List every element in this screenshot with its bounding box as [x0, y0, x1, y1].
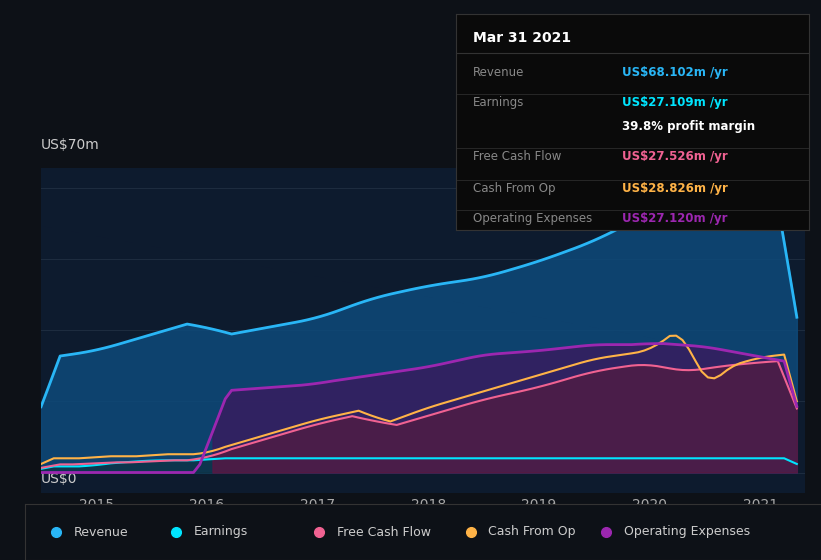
Text: 39.8% profit margin: 39.8% profit margin — [621, 120, 754, 133]
Text: US$27.526m /yr: US$27.526m /yr — [621, 150, 727, 163]
Text: Mar 31 2021: Mar 31 2021 — [474, 31, 571, 45]
Text: Cash From Op: Cash From Op — [488, 525, 576, 539]
Text: US$27.109m /yr: US$27.109m /yr — [621, 96, 727, 109]
Text: Cash From Op: Cash From Op — [474, 182, 556, 195]
Text: Revenue: Revenue — [74, 525, 129, 539]
Text: US$27.120m /yr: US$27.120m /yr — [621, 212, 727, 225]
Text: US$70m: US$70m — [41, 138, 100, 152]
Text: Earnings: Earnings — [194, 525, 248, 539]
Text: Free Cash Flow: Free Cash Flow — [474, 150, 562, 163]
Text: US$68.102m /yr: US$68.102m /yr — [621, 66, 727, 79]
Text: Operating Expenses: Operating Expenses — [623, 525, 750, 539]
Text: Revenue: Revenue — [474, 66, 525, 79]
Text: US$28.826m /yr: US$28.826m /yr — [621, 182, 727, 195]
Text: US$0: US$0 — [41, 472, 77, 486]
Text: Operating Expenses: Operating Expenses — [474, 212, 593, 225]
Text: Free Cash Flow: Free Cash Flow — [337, 525, 431, 539]
Text: Earnings: Earnings — [474, 96, 525, 109]
